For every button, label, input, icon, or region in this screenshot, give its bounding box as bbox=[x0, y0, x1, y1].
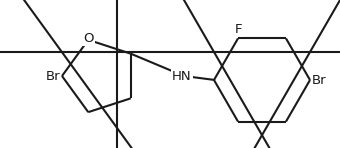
Text: O: O bbox=[83, 32, 94, 45]
Text: Br: Br bbox=[45, 70, 60, 82]
Text: F: F bbox=[234, 23, 242, 36]
Text: HN: HN bbox=[172, 70, 192, 82]
Text: Br: Br bbox=[312, 74, 327, 86]
